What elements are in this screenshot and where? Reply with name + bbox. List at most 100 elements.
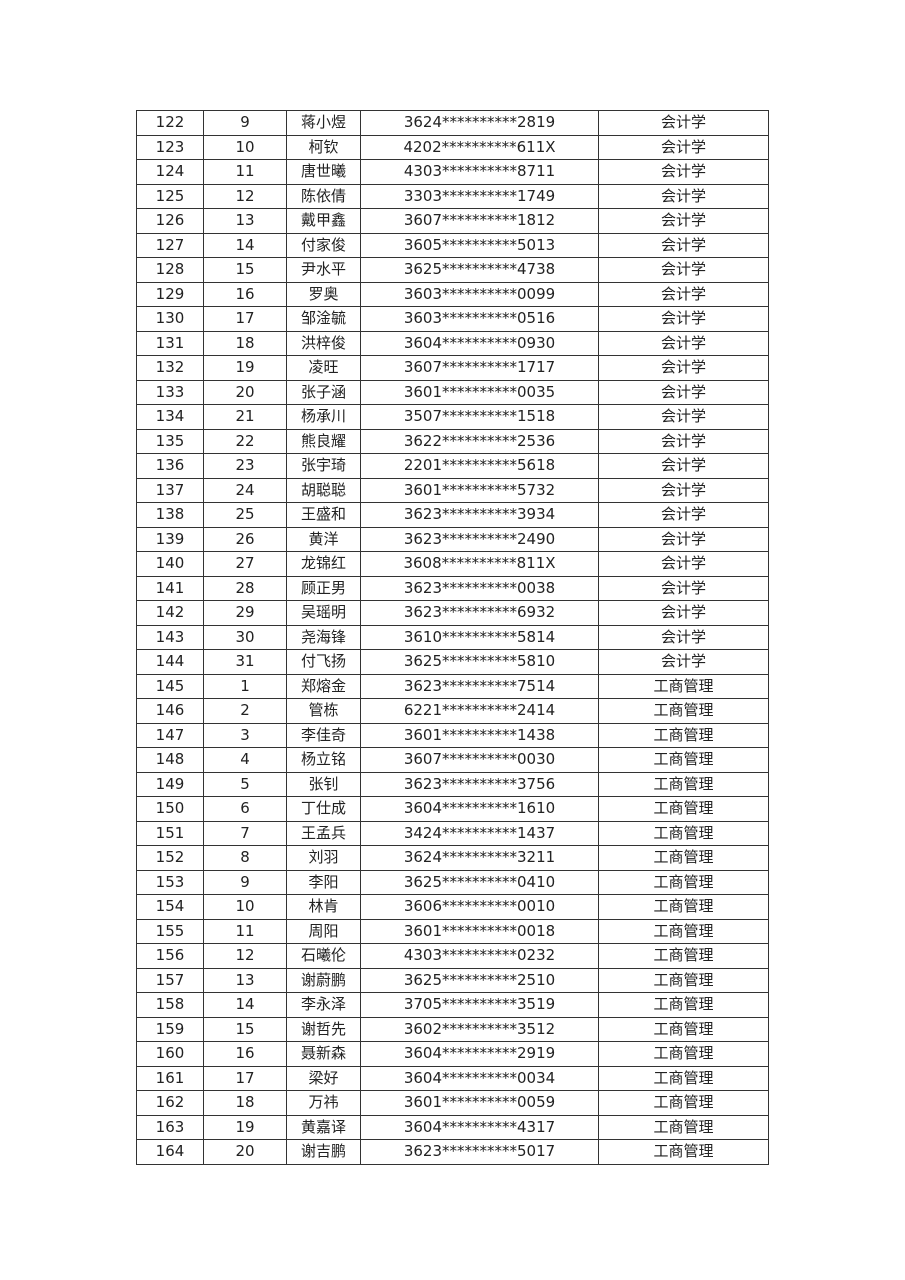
name-cell: 李佳奇 [286, 722, 361, 748]
serial-number-cell: 149 [136, 771, 204, 797]
group-number-cell: 15 [203, 1016, 287, 1042]
id-number-cell: 3610**********5814 [360, 624, 599, 650]
group-number-cell: 31 [203, 649, 287, 675]
table-row: 135 22 熊良耀 3622**********2536 会计学 [136, 428, 769, 454]
serial-number-cell: 152 [136, 845, 204, 871]
name-cell: 戴甲鑫 [286, 208, 361, 234]
group-number-cell: 17 [203, 306, 287, 332]
serial-number-cell: 137 [136, 477, 204, 503]
name-cell: 黄洋 [286, 526, 361, 552]
id-number-cell: 6221**********2414 [360, 698, 599, 724]
major-cell: 工商管理 [598, 967, 769, 993]
id-number-cell: 2201**********5618 [360, 453, 599, 479]
major-cell: 会计学 [598, 575, 769, 601]
serial-number-cell: 151 [136, 820, 204, 846]
major-cell: 工商管理 [598, 1065, 769, 1091]
group-number-cell: 15 [203, 257, 287, 283]
group-number-cell: 14 [203, 232, 287, 258]
name-cell: 张子涵 [286, 379, 361, 405]
name-cell: 刘羽 [286, 845, 361, 871]
id-number-cell: 3623**********3934 [360, 502, 599, 528]
serial-number-cell: 138 [136, 502, 204, 528]
id-number-cell: 3604**********0930 [360, 330, 599, 356]
name-cell: 谢蔚鹏 [286, 967, 361, 993]
table-row: 140 27 龙锦红 3608**********811X 会计学 [136, 551, 769, 577]
name-cell: 聂新森 [286, 1041, 361, 1067]
group-number-cell: 19 [203, 1114, 287, 1140]
table-row: 125 12 陈依倩 3303**********1749 会计学 [136, 183, 769, 209]
name-cell: 蒋小煜 [286, 110, 361, 136]
group-number-cell: 22 [203, 428, 287, 454]
name-cell: 陈依倩 [286, 183, 361, 209]
id-number-cell: 3623**********7514 [360, 673, 599, 699]
table-row: 136 23 张宇琦 2201**********5618 会计学 [136, 453, 769, 479]
table-row: 153 9 李阳 3625**********0410 工商管理 [136, 869, 769, 895]
major-cell: 会计学 [598, 477, 769, 503]
group-number-cell: 23 [203, 453, 287, 479]
id-number-cell: 4303**********0232 [360, 943, 599, 969]
id-number-cell: 3623**********6932 [360, 600, 599, 626]
group-number-cell: 1 [203, 673, 287, 699]
group-number-cell: 14 [203, 992, 287, 1018]
major-cell: 工商管理 [598, 918, 769, 944]
serial-number-cell: 127 [136, 232, 204, 258]
table-row: 149 5 张钊 3623**********3756 工商管理 [136, 771, 769, 797]
id-number-cell: 3623**********0038 [360, 575, 599, 601]
serial-number-cell: 126 [136, 208, 204, 234]
name-cell: 龙锦红 [286, 551, 361, 577]
group-number-cell: 16 [203, 1041, 287, 1067]
serial-number-cell: 122 [136, 110, 204, 136]
name-cell: 杨承川 [286, 404, 361, 430]
major-cell: 会计学 [598, 134, 769, 160]
name-cell: 胡聪聪 [286, 477, 361, 503]
id-number-cell: 3625**********2510 [360, 967, 599, 993]
name-cell: 唐世曦 [286, 159, 361, 185]
group-number-cell: 13 [203, 208, 287, 234]
major-cell: 工商管理 [598, 771, 769, 797]
name-cell: 顾正男 [286, 575, 361, 601]
table-row: 145 1 郑熔金 3623**********7514 工商管理 [136, 673, 769, 699]
id-number-cell: 3624**********2819 [360, 110, 599, 136]
name-cell: 尧海锋 [286, 624, 361, 650]
group-number-cell: 12 [203, 183, 287, 209]
group-number-cell: 11 [203, 159, 287, 185]
group-number-cell: 7 [203, 820, 287, 846]
serial-number-cell: 135 [136, 428, 204, 454]
table-row: 133 20 张子涵 3601**********0035 会计学 [136, 379, 769, 405]
id-number-cell: 3623**********3756 [360, 771, 599, 797]
id-number-cell: 3601**********0018 [360, 918, 599, 944]
serial-number-cell: 144 [136, 649, 204, 675]
group-number-cell: 5 [203, 771, 287, 797]
major-cell: 工商管理 [598, 1139, 769, 1165]
major-cell: 会计学 [598, 232, 769, 258]
major-cell: 会计学 [598, 208, 769, 234]
serial-number-cell: 150 [136, 796, 204, 822]
id-number-cell: 3601**********0059 [360, 1090, 599, 1116]
id-number-cell: 3607**********1812 [360, 208, 599, 234]
serial-number-cell: 147 [136, 722, 204, 748]
name-cell: 罗奥 [286, 281, 361, 307]
table-row: 144 31 付飞扬 3625**********5810 会计学 [136, 649, 769, 675]
id-number-cell: 3424**********1437 [360, 820, 599, 846]
name-cell: 柯钦 [286, 134, 361, 160]
name-cell: 王盛和 [286, 502, 361, 528]
id-number-cell: 3625**********5810 [360, 649, 599, 675]
major-cell: 工商管理 [598, 845, 769, 871]
name-cell: 石曦伦 [286, 943, 361, 969]
serial-number-cell: 136 [136, 453, 204, 479]
group-number-cell: 12 [203, 943, 287, 969]
major-cell: 工商管理 [598, 1114, 769, 1140]
name-cell: 邹淦毓 [286, 306, 361, 332]
serial-number-cell: 164 [136, 1139, 204, 1165]
major-cell: 工商管理 [598, 992, 769, 1018]
major-cell: 会计学 [598, 379, 769, 405]
table-row: 141 28 顾正男 3623**********0038 会计学 [136, 575, 769, 601]
group-number-cell: 28 [203, 575, 287, 601]
group-number-cell: 13 [203, 967, 287, 993]
group-number-cell: 9 [203, 869, 287, 895]
id-number-cell: 3604**********1610 [360, 796, 599, 822]
group-number-cell: 18 [203, 1090, 287, 1116]
student-list-table: 122 9 蒋小煜 3624**********2819 会计学 123 10 柯钦 4202*… [136, 110, 769, 1165]
major-cell: 会计学 [598, 624, 769, 650]
name-cell: 洪梓俊 [286, 330, 361, 356]
